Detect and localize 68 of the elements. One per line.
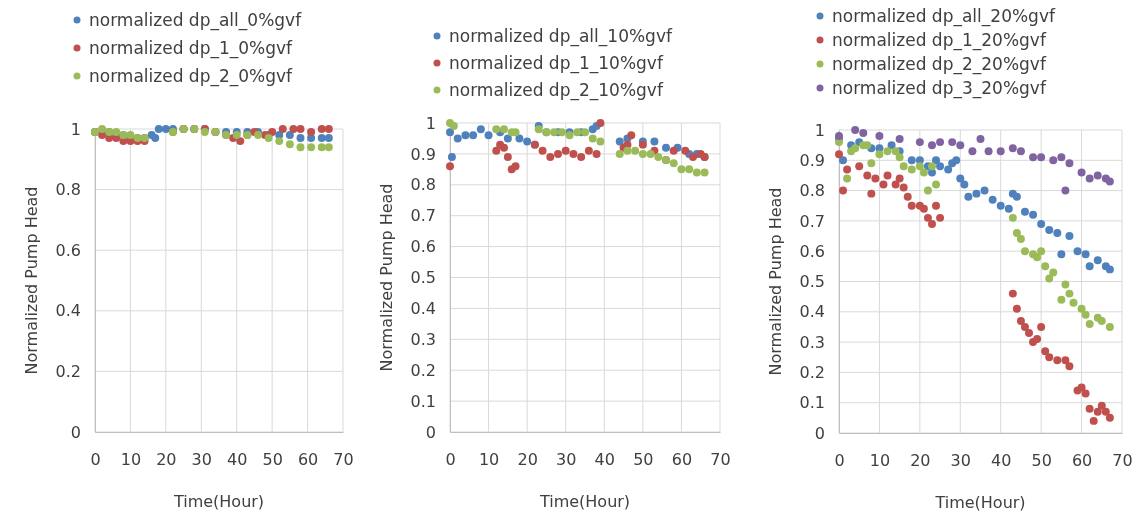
x-tick-label: 20 — [910, 451, 931, 471]
y-tick-label: 0.3 — [799, 332, 825, 352]
y-tick-label: 1 — [814, 120, 825, 140]
y-tick-label: 0.1 — [410, 391, 436, 411]
x-tick-label: 10 — [120, 450, 142, 470]
y-tick-label: 0.7 — [410, 206, 436, 226]
y-tick-label: 0.5 — [799, 272, 825, 292]
y-tick-label: 0.9 — [410, 144, 436, 164]
x-tick-label: 0 — [834, 451, 845, 471]
y-axis-title: Normalized Pump Head — [22, 186, 41, 375]
legend-label: normalized dp_1_10%gvf — [449, 52, 664, 74]
x-tick-label: 40 — [594, 450, 615, 470]
legend-label: normalized dp_2_0%gvf — [89, 65, 294, 87]
x-tick-label: 0 — [90, 450, 101, 470]
y-tick-label: 0.3 — [410, 329, 436, 349]
y-axis-title: Normalized Pump Head — [766, 187, 785, 376]
legend-label: normalized dp_all_0%gvf — [89, 9, 303, 31]
legend-label: normalized dp_1_20%gvf — [832, 29, 1047, 51]
y-tick-label: 0.6 — [55, 240, 81, 260]
x-tick-label: 20 — [156, 450, 177, 470]
x-tick-label: 70 — [333, 450, 354, 470]
x-tick-label: 50 — [633, 450, 654, 470]
x-tick-label: 0 — [445, 450, 456, 470]
y-tick-label: 0.8 — [799, 181, 825, 201]
x-tick-label: 40 — [991, 451, 1012, 471]
y-tick-label: 0.4 — [799, 302, 825, 322]
x-axis-title: Time(Hour) — [934, 493, 1026, 512]
x-tick-label: 20 — [517, 450, 538, 470]
y-axis-title: Normalized Pump Head — [377, 183, 396, 372]
legend-label: normalized dp_1_0%gvf — [89, 37, 294, 59]
y-tick-label: 0.6 — [799, 241, 825, 261]
legend-label: normalized dp_2_10%gvf — [449, 79, 664, 101]
x-tick-label: 60 — [297, 450, 319, 470]
x-tick-label: 50 — [262, 450, 283, 470]
legend-label: normalized dp_2_20%gvf — [832, 53, 1047, 75]
legend-label: normalized dp_3_20%gvf — [832, 77, 1047, 99]
x-tick-label: 10 — [478, 450, 500, 470]
y-tick-label: 0.2 — [55, 362, 81, 382]
y-tick-label: 0.6 — [410, 237, 436, 257]
x-tick-label: 70 — [1112, 451, 1133, 471]
x-tick-label: 30 — [556, 450, 577, 470]
legend-label: normalized dp_all_20%gvf — [832, 5, 1056, 27]
y-tick-label: 0.1 — [799, 393, 825, 413]
legend-label: normalized dp_all_10%gvf — [449, 25, 673, 47]
y-tick-label: 0.9 — [799, 150, 825, 170]
x-tick-label: 60 — [1071, 451, 1093, 471]
y-tick-label: 0.8 — [55, 180, 81, 200]
y-tick-label: 0.4 — [410, 299, 436, 319]
y-tick-label: 0.8 — [410, 175, 436, 195]
y-tick-label: 0.5 — [410, 268, 436, 288]
y-tick-label: 0 — [425, 422, 436, 442]
y-tick-label: 0.4 — [55, 301, 81, 321]
x-axis-title: Time(Hour) — [172, 492, 265, 511]
x-tick-label: 30 — [950, 451, 971, 471]
x-tick-label: 10 — [869, 451, 891, 471]
y-tick-label: 0.2 — [799, 363, 825, 383]
x-tick-label: 70 — [710, 450, 731, 470]
x-tick-label: 60 — [671, 450, 693, 470]
y-tick-label: 1 — [70, 119, 81, 139]
y-tick-label: 0 — [814, 423, 825, 443]
x-tick-label: 30 — [191, 450, 212, 470]
x-tick-label: 40 — [227, 450, 248, 470]
x-axis-title: Time(Hour) — [538, 492, 631, 511]
x-tick-label: 50 — [1031, 451, 1052, 471]
y-tick-label: 1 — [425, 113, 436, 133]
y-tick-label: 0.7 — [799, 211, 825, 231]
y-tick-label: 0.2 — [410, 360, 436, 380]
y-tick-label: 0 — [70, 422, 81, 442]
